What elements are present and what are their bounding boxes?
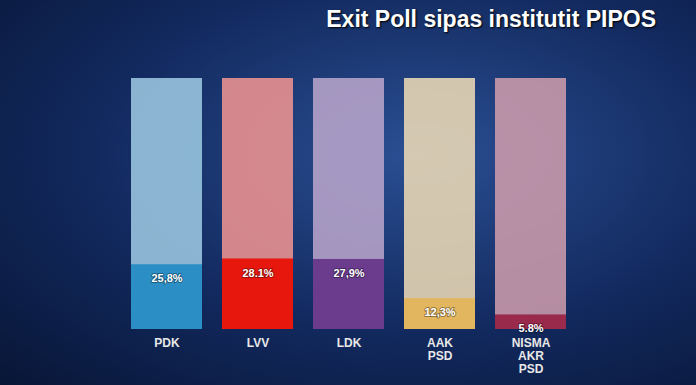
- svg-text:12,3%: 12,3%: [424, 306, 455, 318]
- svg-text:25,8%: 25,8%: [151, 272, 182, 284]
- svg-text:LDK: LDK: [337, 336, 362, 350]
- svg-text:27,9%: 27,9%: [333, 267, 364, 279]
- svg-text:NISMAAKRPSD: NISMAAKRPSD: [512, 336, 551, 376]
- svg-text:28.1%: 28.1%: [242, 266, 273, 278]
- svg-text:5.8%: 5.8%: [518, 322, 543, 334]
- svg-text:PDK: PDK: [154, 336, 180, 350]
- svg-text:LVV: LVV: [247, 336, 269, 350]
- svg-text:AAKPSD: AAKPSD: [427, 336, 453, 363]
- html-text:Exit Poll sipas institutit PIP: Exit Poll sipas institutit PIPOS: [326, 6, 656, 32]
